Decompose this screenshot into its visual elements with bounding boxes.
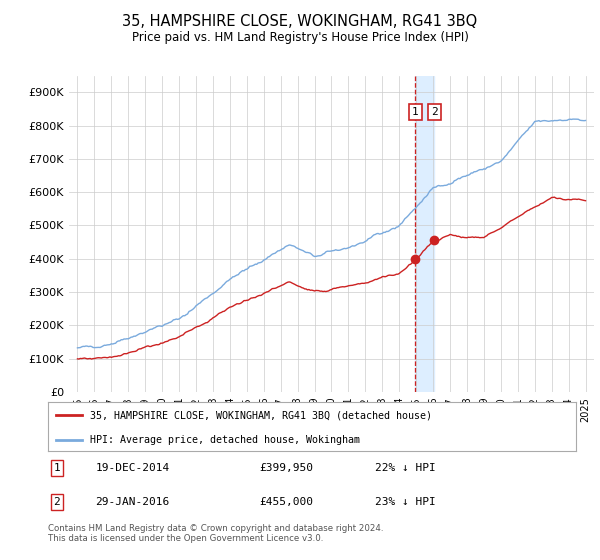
Text: 1: 1 bbox=[412, 107, 419, 117]
Text: 35, HAMPSHIRE CLOSE, WOKINGHAM, RG41 3BQ: 35, HAMPSHIRE CLOSE, WOKINGHAM, RG41 3BQ bbox=[122, 14, 478, 29]
Text: HPI: Average price, detached house, Wokingham: HPI: Average price, detached house, Woki… bbox=[90, 435, 360, 445]
Text: 19-DEC-2014: 19-DEC-2014 bbox=[95, 463, 170, 473]
Text: 22% ↓ HPI: 22% ↓ HPI bbox=[376, 463, 436, 473]
Text: Price paid vs. HM Land Registry's House Price Index (HPI): Price paid vs. HM Land Registry's House … bbox=[131, 31, 469, 44]
Text: 2: 2 bbox=[53, 497, 60, 507]
Text: 35, HAMPSHIRE CLOSE, WOKINGHAM, RG41 3BQ (detached house): 35, HAMPSHIRE CLOSE, WOKINGHAM, RG41 3BQ… bbox=[90, 410, 432, 421]
Text: £455,000: £455,000 bbox=[259, 497, 313, 507]
Text: 1: 1 bbox=[53, 463, 60, 473]
Text: 23% ↓ HPI: 23% ↓ HPI bbox=[376, 497, 436, 507]
Text: £399,950: £399,950 bbox=[259, 463, 313, 473]
Text: Contains HM Land Registry data © Crown copyright and database right 2024.
This d: Contains HM Land Registry data © Crown c… bbox=[48, 524, 383, 543]
Text: 29-JAN-2016: 29-JAN-2016 bbox=[95, 497, 170, 507]
Text: 2: 2 bbox=[431, 107, 438, 117]
Bar bbox=[415, 76, 434, 392]
